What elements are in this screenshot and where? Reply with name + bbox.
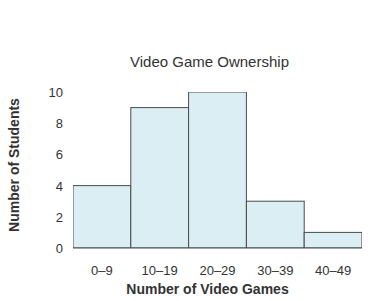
- chart: Video Game Ownership 0 2 4 6 8 10 0–9 10–19 20–29…: [0, 0, 391, 301]
- x-tick-label: 10–19: [142, 263, 178, 278]
- bar: [189, 92, 247, 248]
- y-tick-label: 4: [56, 179, 63, 194]
- y-axis-label: Number of Students: [6, 98, 22, 232]
- x-tick-label: 20–29: [199, 263, 235, 278]
- y-tick-label: 8: [56, 116, 63, 131]
- y-tick-label: 0: [56, 241, 63, 256]
- bar: [246, 201, 304, 248]
- x-tick-label: 40–49: [315, 263, 351, 278]
- y-tick-label: 2: [56, 210, 63, 225]
- bar: [131, 108, 189, 248]
- y-tick-label: 6: [56, 147, 63, 162]
- x-axis: [73, 248, 362, 249]
- background: [0, 0, 391, 301]
- bar: [73, 186, 131, 248]
- x-tick-label: 0–9: [91, 263, 113, 278]
- x-tick-label: 30–39: [257, 263, 293, 278]
- x-axis-label: Number of Video Games: [126, 281, 289, 297]
- bar: [304, 232, 362, 248]
- bars: [73, 92, 362, 248]
- y-tick-label: 10: [49, 85, 63, 100]
- chart-container: Video Game Ownership 0 2 4 6 8 10 0–9 10–19 20–29…: [0, 0, 391, 301]
- title: Video Game Ownership: [130, 53, 289, 70]
